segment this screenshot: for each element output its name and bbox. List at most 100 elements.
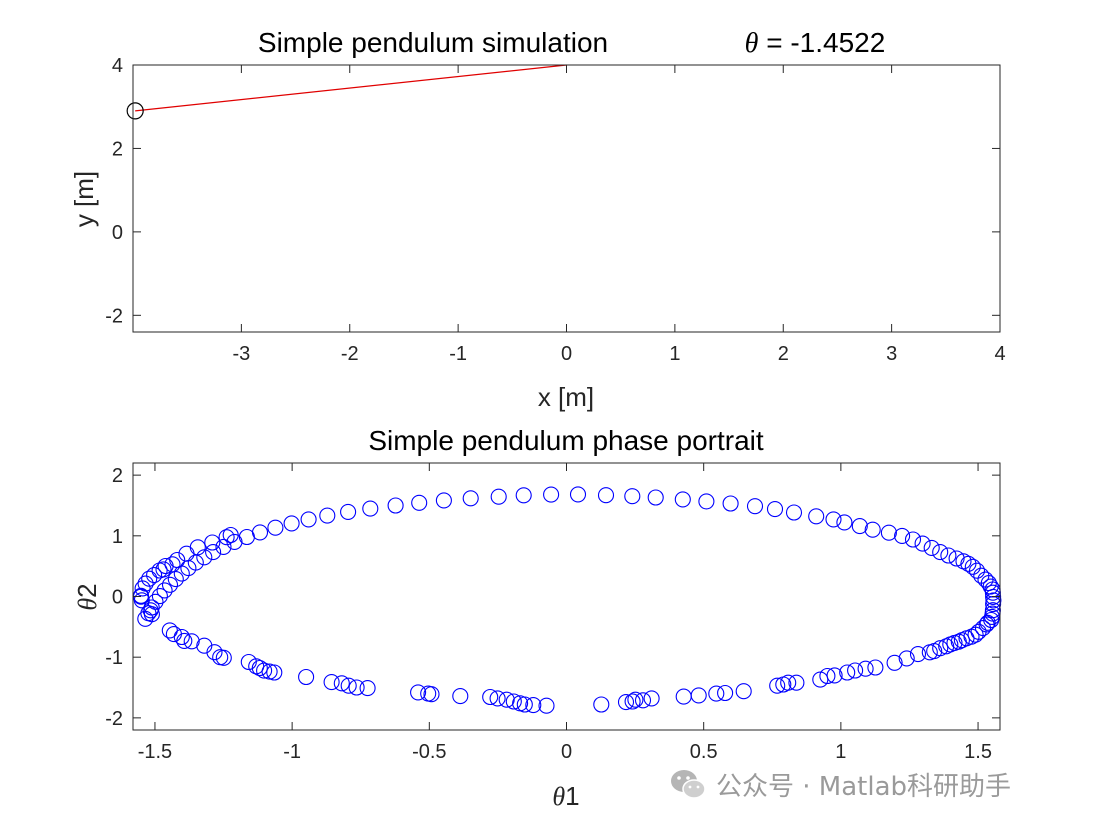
- phase-point: [516, 696, 533, 713]
- phase-point: [167, 571, 184, 588]
- pendulum-ylabel: y [m]: [69, 171, 99, 227]
- phase-point: [617, 694, 635, 711]
- wechat-icon: [671, 770, 706, 799]
- phase-point: [266, 664, 283, 681]
- phase-point: [593, 696, 610, 713]
- phase-point: [909, 646, 927, 663]
- phase-point: [647, 489, 664, 506]
- pendulum-xtick-label: 0: [561, 343, 572, 365]
- phase-ticks: -1.5 -1 -0.5 0 0.5 1 1.5 -2 -1 0 1 2: [105, 463, 1000, 763]
- phase-point: [505, 693, 522, 710]
- phase-point: [196, 549, 213, 566]
- phase-xlabel-symbol: θ: [552, 782, 565, 811]
- phase-point: [173, 628, 190, 646]
- phase-point: [490, 488, 507, 505]
- theta-value: = -1.4522: [758, 27, 885, 58]
- phase-point: [387, 497, 404, 514]
- pendulum-ytick-label: 4: [112, 55, 123, 77]
- phase-point: [482, 688, 499, 706]
- pendulum-ticks: -3 -2 -1 0 1 2 3 4 -2 0 2 4: [105, 55, 1005, 365]
- phase-plot: Simple pendulum phase portrait -1.5 -1 -0.…: [72, 425, 1002, 811]
- phase-point: [847, 662, 864, 679]
- phase-point: [261, 663, 278, 680]
- watermark-text: 公众号 · Matlab科研助手: [716, 771, 1012, 802]
- phase-point: [410, 684, 427, 701]
- phase-point: [634, 692, 652, 709]
- phase-point: [340, 677, 357, 694]
- phase-point: [215, 649, 232, 666]
- theta-symbol: θ: [745, 28, 759, 59]
- phase-point: [498, 691, 515, 708]
- phase-point: [569, 486, 587, 503]
- pendulum-ytick-label: -2: [105, 305, 123, 327]
- phase-point: [886, 654, 903, 671]
- phase-ytick-label: -1: [105, 647, 123, 669]
- phase-point: [839, 664, 856, 681]
- pendulum-title: Simple pendulum simulation: [258, 27, 608, 58]
- phase-point: [256, 662, 273, 679]
- phase-point: [923, 539, 940, 556]
- phase-point: [156, 582, 173, 599]
- phase-point: [627, 691, 644, 708]
- phase-point: [165, 626, 182, 643]
- phase-point: [624, 693, 641, 710]
- phase-point: [735, 683, 752, 700]
- pendulum-rod: [135, 64, 567, 112]
- phase-point: [690, 687, 707, 704]
- phase-point: [722, 495, 739, 512]
- pendulum-plot: Simple pendulum simulation θ = -1.4522 -…: [69, 27, 1006, 412]
- phase-point: [155, 561, 172, 578]
- phase-point: [359, 680, 376, 697]
- phase-point: [215, 538, 232, 555]
- phase-point: [643, 690, 660, 707]
- phase-point: [333, 675, 350, 692]
- pendulum-xtick-label: 3: [886, 343, 897, 365]
- phase-point: [298, 668, 315, 686]
- phase-ytick-label: 2: [112, 465, 123, 487]
- phase-xtick-label: 0: [561, 741, 572, 763]
- phase-point: [134, 580, 151, 597]
- phase-point: [137, 575, 154, 592]
- phase-point: [137, 610, 154, 627]
- phase-point: [240, 653, 257, 671]
- phase-xtick-label: 1: [835, 741, 846, 763]
- phase-point: [515, 487, 532, 504]
- phase-point: [785, 504, 803, 521]
- phase-point: [423, 686, 440, 703]
- phase-point: [857, 660, 874, 677]
- phase-point: [176, 632, 193, 649]
- phase-point: [147, 593, 164, 610]
- phase-point: [808, 508, 825, 525]
- phase-point: [238, 528, 255, 546]
- phase-point: [867, 659, 884, 676]
- phase-point: [932, 640, 949, 657]
- phase-point: [894, 527, 911, 544]
- phase-point: [151, 588, 168, 605]
- watermark: 公众号 · Matlab科研助手: [668, 762, 1011, 806]
- pendulum-xtick-label: 4: [994, 343, 1005, 365]
- pendulum-xlabel: x [m]: [538, 382, 594, 412]
- phase-point: [283, 515, 300, 532]
- phase-point: [914, 535, 931, 552]
- phase-point: [452, 688, 469, 705]
- phase-point: [864, 521, 881, 538]
- phase-point: [932, 544, 949, 561]
- phase-point: [674, 491, 691, 508]
- phase-point: [766, 501, 784, 518]
- phase-point: [898, 650, 915, 667]
- phase-points: [132, 486, 1002, 714]
- phase-point: [880, 524, 897, 541]
- phase-point: [973, 567, 990, 584]
- phase-point: [340, 503, 357, 520]
- phase-point: [319, 507, 336, 524]
- phase-point: [825, 511, 842, 528]
- phase-point: [300, 511, 317, 528]
- phase-point: [836, 514, 853, 531]
- phase-point: [173, 565, 190, 582]
- phase-point: [964, 558, 981, 575]
- phase-point: [420, 685, 437, 702]
- pendulum-xtick-label: -1: [449, 343, 467, 365]
- phase-point: [411, 494, 428, 511]
- phase-point: [543, 486, 560, 503]
